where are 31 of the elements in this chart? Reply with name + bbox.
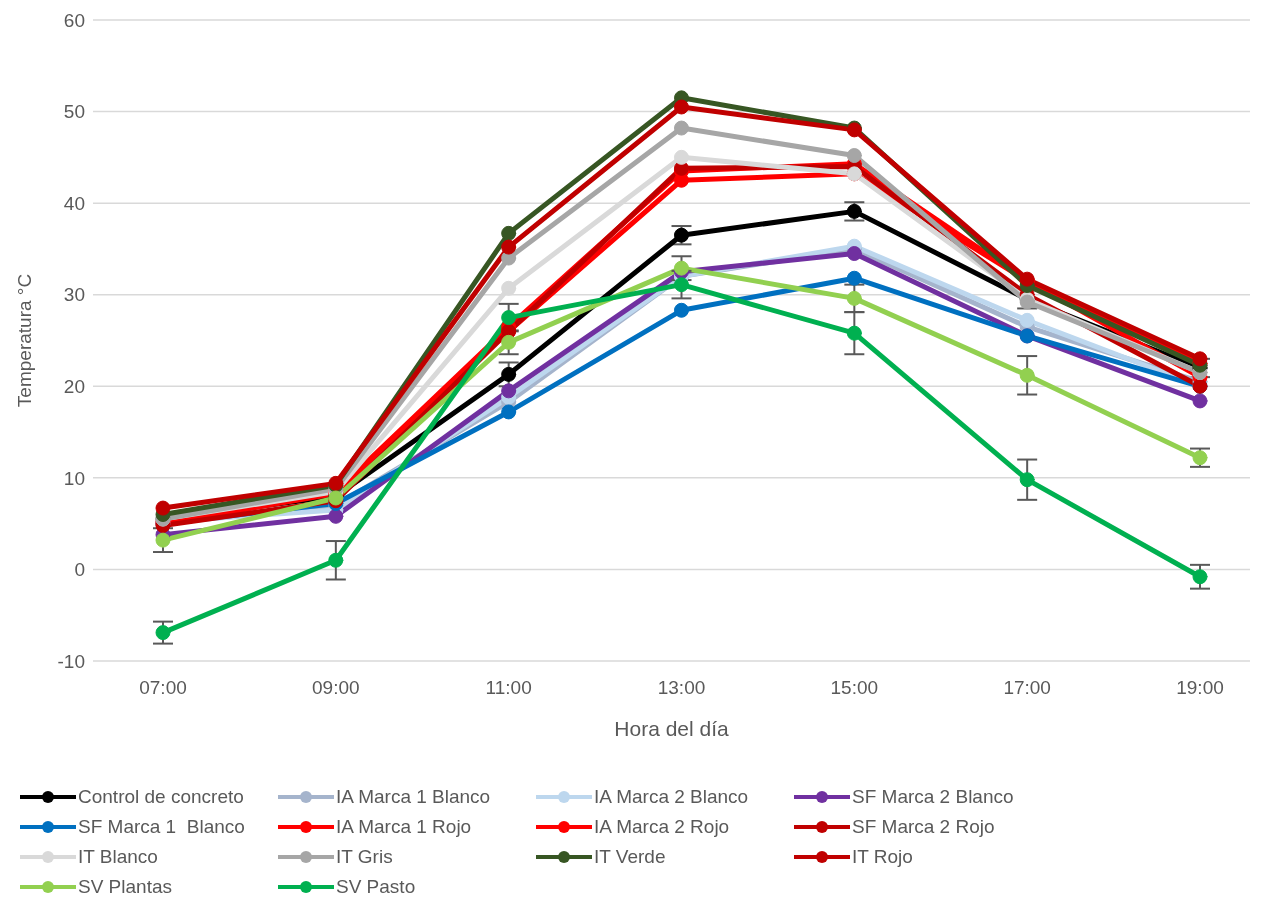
y-tick-label: 10 (63, 467, 85, 489)
y-tick-label: 0 (74, 559, 85, 581)
y-tick-label: 40 (63, 192, 85, 214)
legend-label: IA Marca 1 Blanco (336, 786, 491, 808)
legend-label: SV Pasto (336, 876, 416, 898)
x-tick-label: 13:00 (657, 677, 706, 699)
y-tick-label: 50 (63, 101, 85, 123)
legend-label: IT Blanco (78, 846, 158, 868)
x-tick-label: 11:00 (485, 677, 532, 699)
x-axis-title: Hora del día (614, 717, 730, 740)
y-axis-title: Temperatura °C (13, 273, 35, 408)
legend-label: IA Marca 1 Rojo (336, 816, 472, 838)
legend-label: IT Verde (594, 846, 666, 868)
legend-label: SF Marca 2 Blanco (852, 786, 1014, 808)
y-tick-label: 20 (63, 376, 85, 398)
y-tick-label: -10 (57, 650, 85, 672)
legend-label: IA Marca 2 Rojo (594, 816, 730, 838)
x-tick-label: 19:00 (1176, 677, 1224, 699)
legend-label: SF Marca 2 Rojo (852, 816, 995, 838)
legend-label: Control de concreto (78, 786, 244, 808)
legend-label: SV Plantas (78, 876, 172, 898)
x-tick-label: 15:00 (830, 677, 879, 699)
y-tick-label: 60 (63, 9, 85, 31)
legend-label: IT Rojo (852, 846, 913, 868)
legend-label: SF Marca 1 Blanco (78, 816, 245, 838)
legend-label: IA Marca 2 Blanco (594, 786, 749, 808)
x-tick-label: 17:00 (1003, 677, 1051, 699)
x-tick-label: 09:00 (312, 677, 360, 699)
x-tick-label: 07:00 (139, 677, 187, 699)
legend-label: IT Gris (336, 846, 393, 868)
y-tick-label: 30 (63, 284, 85, 306)
